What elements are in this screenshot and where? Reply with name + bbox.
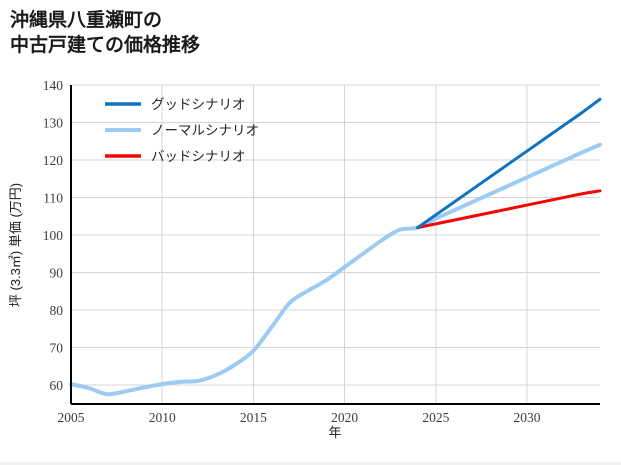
page-title: 沖縄県八重瀬町の 中古戸建ての価格推移 — [10, 10, 201, 57]
y-tick-label: 100 — [43, 228, 64, 243]
data-series-group — [69, 97, 602, 397]
series-line — [69, 142, 602, 397]
y-tick-label: 120 — [43, 153, 64, 168]
y-tick-label: 130 — [43, 116, 64, 131]
y-axis-tick-labels: 60 70 80 90 100 110 120 130 140 — [43, 78, 64, 393]
x-tick-label: 2015 — [240, 410, 267, 425]
x-tick-label: 2030 — [514, 410, 541, 425]
y-tick-label: 140 — [43, 78, 64, 93]
y-tick-label: 80 — [50, 303, 64, 318]
x-tick-label: 2010 — [149, 410, 176, 425]
bottom-divider — [0, 462, 621, 465]
axes — [70, 85, 600, 405]
legend-label: グッドシナリオ — [151, 97, 246, 112]
series-line — [416, 97, 602, 230]
y-axis-title: 坪 (3.3㎡) 単価 (万円) — [8, 183, 23, 307]
y-tick-label: 70 — [50, 341, 64, 356]
y-tick-label: 60 — [50, 378, 64, 393]
x-tick-label: 2025 — [422, 410, 449, 425]
x-tick-label: 2005 — [58, 410, 85, 425]
y-tick-label: 90 — [50, 266, 64, 281]
x-axis-tick-labels: 2005 2010 2015 2020 2025 2030 — [58, 410, 541, 425]
legend-label: ノーマルシナリオ — [151, 123, 259, 138]
y-tick-label: 110 — [43, 191, 63, 206]
series-line — [416, 189, 602, 230]
x-axis-title: 年 — [328, 425, 341, 440]
legend-label: バッドシナリオ — [151, 149, 246, 164]
x-tick-label: 2020 — [331, 410, 358, 425]
